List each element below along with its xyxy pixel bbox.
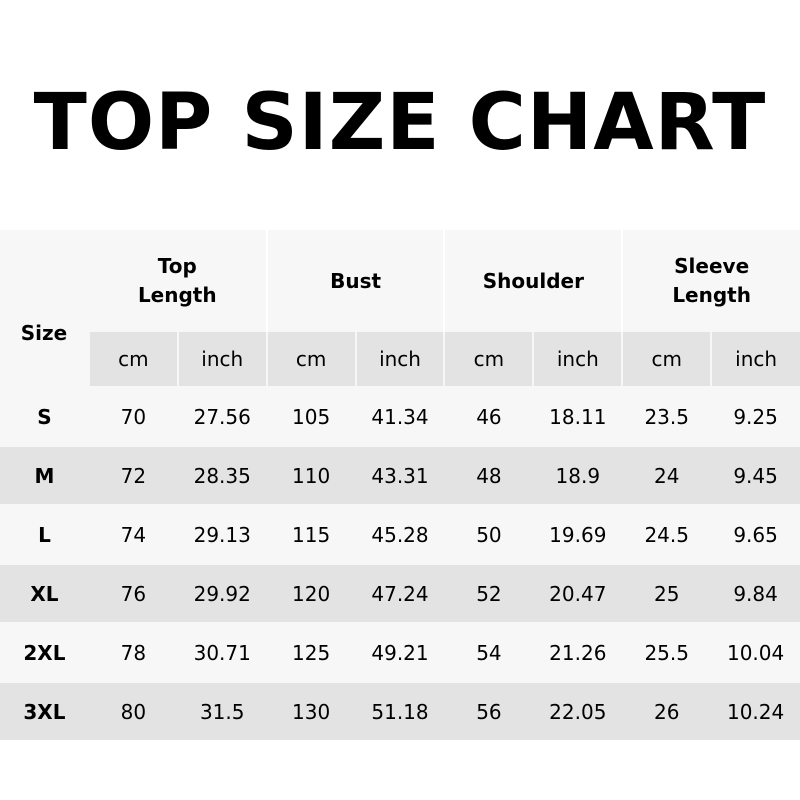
measurement-cell: 45.28: [355, 504, 445, 564]
table-row: 3XL 80 31.5 130 51.18 56 22.05 26 10.24: [0, 681, 800, 740]
measurement-cell: 31.5: [177, 681, 267, 740]
measurement-cell: 54: [444, 622, 534, 682]
measurement-cell: 21.26: [533, 622, 623, 682]
measurement-cell: 56: [444, 681, 534, 740]
measurement-cell: 76: [88, 563, 178, 623]
measurement-cell: 9.65: [711, 504, 800, 564]
unit-header: cm: [443, 332, 534, 387]
unit-header: inch: [354, 332, 445, 387]
measurement-cell: 19.69: [533, 504, 623, 564]
measurement-cell: 29.92: [177, 563, 267, 623]
measurement-cell: 72: [88, 445, 178, 505]
measurement-cell: 70: [88, 386, 178, 446]
measurement-cell: 9.84: [711, 563, 800, 623]
measurement-cell: 120: [266, 563, 356, 623]
measurement-cell: 24: [622, 445, 712, 505]
sleeve-length-header: Sleeve Length: [621, 230, 800, 332]
unit-header: cm: [265, 332, 356, 387]
size-header: Size: [20, 321, 68, 345]
unit-header: inch: [532, 332, 623, 387]
measurement-cell: 27.56: [177, 386, 267, 446]
measurement-cell: 10.24: [711, 681, 800, 740]
measurement-cell: 110: [266, 445, 356, 505]
measurement-cell: 9.45: [711, 445, 800, 505]
size-label: M: [0, 445, 89, 505]
measurement-cell: 18.9: [533, 445, 623, 505]
top-length-header: Top Length: [137, 254, 217, 307]
measurement-cell: 25.5: [622, 622, 712, 682]
size-label: 2XL: [0, 622, 89, 682]
measurement-cell: 24.5: [622, 504, 712, 564]
size-label: XL: [0, 563, 89, 623]
measurement-cell: 26: [622, 681, 712, 740]
measurement-cell: 28.35: [177, 445, 267, 505]
measurement-cell: 47.24: [355, 563, 445, 623]
measurement-cell: 52: [444, 563, 534, 623]
measurement-cell: 115: [266, 504, 356, 564]
measurement-cell: 41.34: [355, 386, 445, 446]
measurement-cell: 125: [266, 622, 356, 682]
unit-header: cm: [87, 332, 178, 387]
measurement-cell: 74: [88, 504, 178, 564]
measurement-cell: 46: [444, 386, 534, 446]
measurement-cell: 51.18: [355, 681, 445, 740]
measurement-cell: 78: [88, 622, 178, 682]
table-row: 2XL 78 30.71 125 49.21 54 21.26 25.5 10.04: [0, 622, 800, 682]
measurement-cell: 105: [266, 386, 356, 446]
unit-header: inch: [710, 332, 800, 387]
page-title: TOP SIZE CHART: [33, 78, 767, 168]
measurement-cell: 130: [266, 681, 356, 740]
measurement-cell: 80: [88, 681, 178, 740]
unit-header: cm: [621, 332, 712, 387]
table-row: S 70 27.56 105 41.34 46 18.11 23.5 9.25: [0, 386, 800, 446]
measurement-cell: 29.13: [177, 504, 267, 564]
measurement-cell: 43.31: [355, 445, 445, 505]
table-row: L 74 29.13 115 45.28 50 19.69 24.5 9.65: [0, 504, 800, 564]
measurement-cell: 49.21: [355, 622, 445, 682]
unit-header: inch: [176, 332, 267, 387]
size-label: S: [0, 386, 89, 446]
table-row: XL 76 29.92 120 47.24 52 20.47 25 9.84: [0, 563, 800, 623]
measurement-cell: 50: [444, 504, 534, 564]
measurement-cell: 10.04: [711, 622, 800, 682]
measurement-cell: 18.11: [533, 386, 623, 446]
measurement-cell: 25: [622, 563, 712, 623]
measurement-cell: 23.5: [622, 386, 712, 446]
bust-header: Bust: [265, 230, 445, 332]
size-label: L: [0, 504, 89, 564]
measurement-cell: 20.47: [533, 563, 623, 623]
measurement-cell: 30.71: [177, 622, 267, 682]
size-chart-table: Size Top Length Bust Shoulder Sleeve Len…: [0, 230, 800, 740]
measurement-cell: 9.25: [711, 386, 800, 446]
table-row: M 72 28.35 110 43.31 48 18.9 24 9.45: [0, 445, 800, 505]
measurement-cell: 48: [444, 445, 534, 505]
shoulder-header: Shoulder: [443, 230, 623, 332]
size-label: 3XL: [0, 681, 89, 740]
measurement-cell: 22.05: [533, 681, 623, 740]
